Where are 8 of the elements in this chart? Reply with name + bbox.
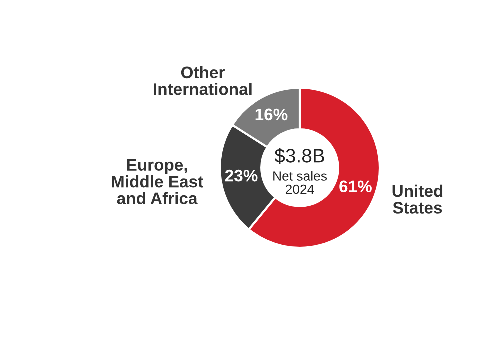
slice-label: United States (392, 184, 443, 214)
slice-label: Other International (154, 66, 252, 96)
text: Net sales 2024 (274, 171, 328, 194)
data-label: 61% (340, 180, 372, 193)
data-label: 16% (256, 108, 288, 121)
slice-label: Europe, Middle East and Africa (112, 159, 204, 204)
text: $3.8B (274, 148, 324, 164)
data-label: 23% (225, 170, 258, 182)
